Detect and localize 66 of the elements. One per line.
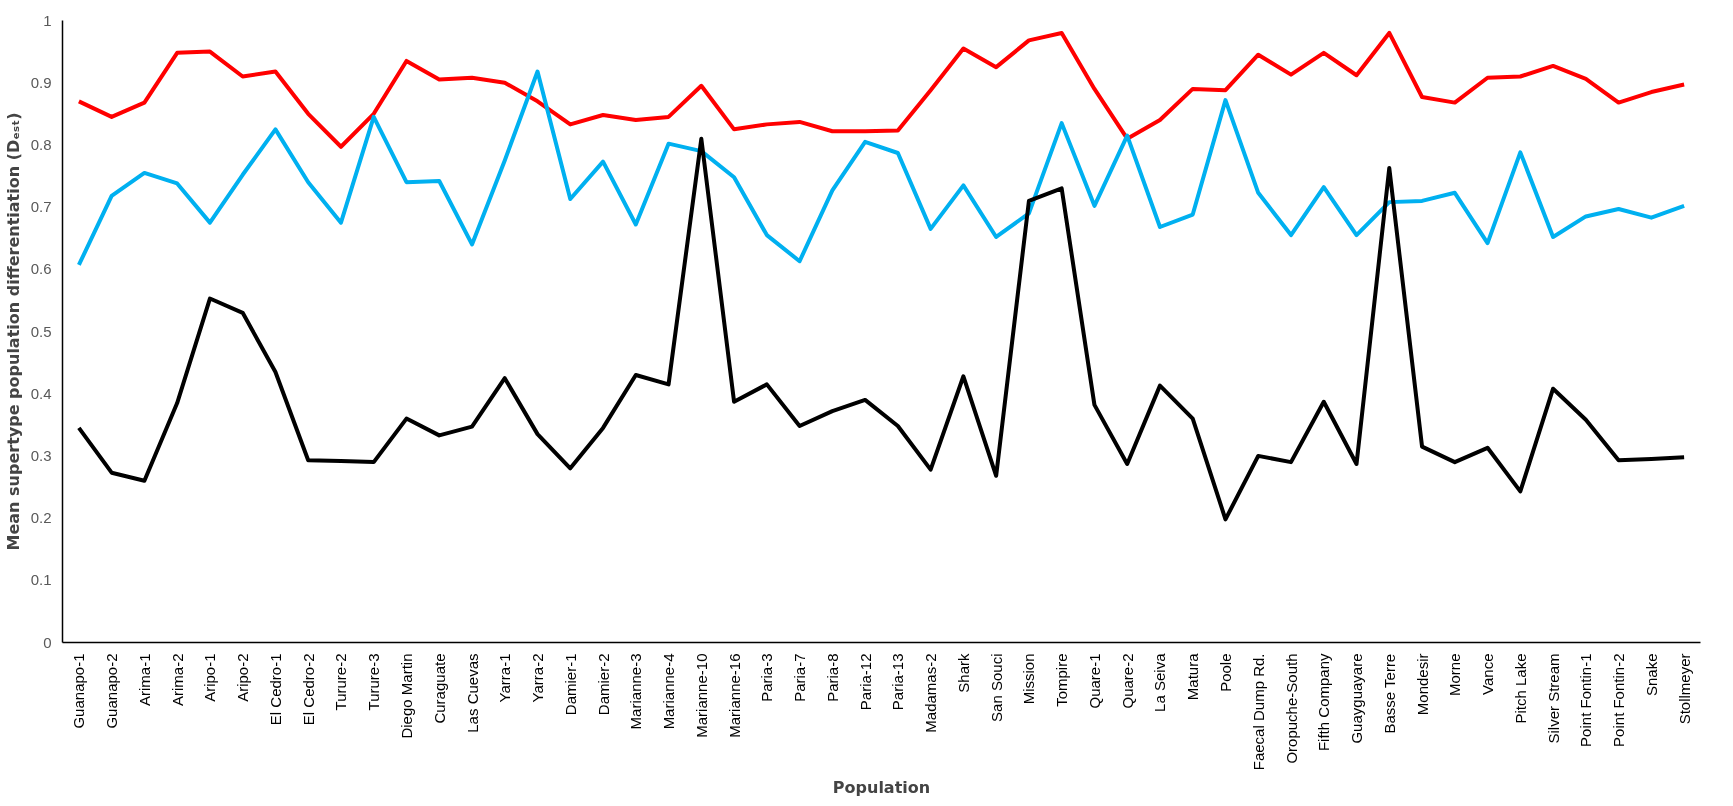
x-tick-label: Damier-1 — [561, 653, 579, 716]
y-tick-label: 1 — [43, 11, 52, 29]
x-tick-label: Yarra-2 — [529, 653, 547, 703]
x-tick-label: Turure-3 — [365, 653, 383, 711]
y-tick-label: 0.6 — [30, 260, 52, 278]
x-tick-label: Guanapo-2 — [103, 653, 121, 729]
x-tick-label: Paria-12 — [856, 653, 874, 711]
line-series — [76, 69, 1687, 267]
x-tick-label: Curaguate — [430, 653, 448, 724]
x-tick-label: Aripo-1 — [201, 653, 219, 702]
x-tick-label: Damier-2 — [594, 653, 612, 716]
y-tick-label: 0.3 — [30, 446, 52, 464]
x-tick-label: Faecal Dump Rd. — [1249, 653, 1267, 771]
x-tick-label: Marianne-10 — [692, 653, 710, 738]
x-tick-label: Quare-2 — [1118, 653, 1136, 709]
x-tick-label: Matura — [1184, 652, 1202, 701]
x-tick-label: Arima-2 — [168, 653, 186, 707]
x-tick-label: Morne — [1446, 653, 1464, 697]
x-tick-label: Silver Stream — [1544, 653, 1562, 744]
x-tick-label: Yarra-1 — [496, 653, 514, 703]
x-tick-label: El Cedro-1 — [266, 653, 284, 726]
x-tick-label: Basse Terre — [1380, 653, 1398, 734]
x-tick-label: Paria-8 — [823, 653, 841, 702]
x-tick-label: Point Fontin-1 — [1577, 653, 1595, 747]
y-tick-label: 0.5 — [30, 322, 52, 340]
x-tick-label: Tompire — [1053, 653, 1071, 707]
x-tick-label: Quare-1 — [1085, 653, 1103, 709]
x-tick-label: Vance — [1479, 653, 1497, 695]
x-tick-label: Madamas-2 — [922, 653, 940, 733]
x-tick-label: Marianne-16 — [725, 653, 743, 738]
x-tick-label: Paria-3 — [758, 653, 776, 702]
x-axis-title: Population — [832, 778, 931, 798]
y-tick-label: 0.4 — [30, 384, 52, 402]
x-tick-label: Aripo-2 — [234, 653, 252, 702]
y-tick-label: 0.7 — [30, 198, 52, 216]
y-tick-label: 0.8 — [30, 135, 52, 153]
x-tick-label: Guanapo-1 — [70, 653, 88, 729]
x-tick-label: Oropuche-South — [1282, 653, 1300, 764]
x-tick-label: San Souci — [987, 653, 1005, 722]
x-tick-label: Paria-13 — [889, 653, 907, 711]
line-series — [76, 30, 1687, 149]
line-series — [76, 136, 1687, 522]
x-tick-label: Pitch Lake — [1511, 653, 1529, 724]
x-tick-label: Fifth Company — [1315, 653, 1333, 752]
x-tick-label: Diego Martin — [397, 653, 415, 739]
x-tick-label: Snake — [1642, 653, 1660, 697]
y-tick-label: 0.1 — [30, 571, 52, 589]
y-tick-label: 0.2 — [30, 509, 52, 527]
x-tick-label: Shark — [954, 653, 972, 693]
x-tick-label: Paria-7 — [791, 653, 809, 702]
x-tick-label: Stollmeyer — [1675, 653, 1693, 725]
y-tick-label: 0.9 — [30, 73, 52, 91]
x-tick-label: Mission — [1020, 653, 1038, 705]
x-tick-label: Poole — [1216, 653, 1234, 692]
x-tick-label: La Seiva — [1151, 652, 1169, 712]
x-tick-label: Las Cuevas — [463, 653, 481, 733]
x-tick-label: Point Fontin-2 — [1610, 653, 1628, 747]
y-axis-title: Mean supertype population differentiation (Dₑₛₜ) — [3, 112, 23, 551]
x-tick-label: Marianne-3 — [627, 653, 645, 730]
x-tick-label: El Cedro-2 — [299, 653, 317, 726]
x-tick-label: Turure-2 — [332, 653, 350, 711]
x-tick-label: Marianne-4 — [660, 653, 678, 730]
x-tick-label: Arima-1 — [135, 653, 153, 707]
y-tick-label: 0 — [43, 633, 52, 651]
x-tick-label: Mondesir — [1413, 653, 1431, 716]
x-tick-label: Guayguayare — [1348, 653, 1366, 744]
